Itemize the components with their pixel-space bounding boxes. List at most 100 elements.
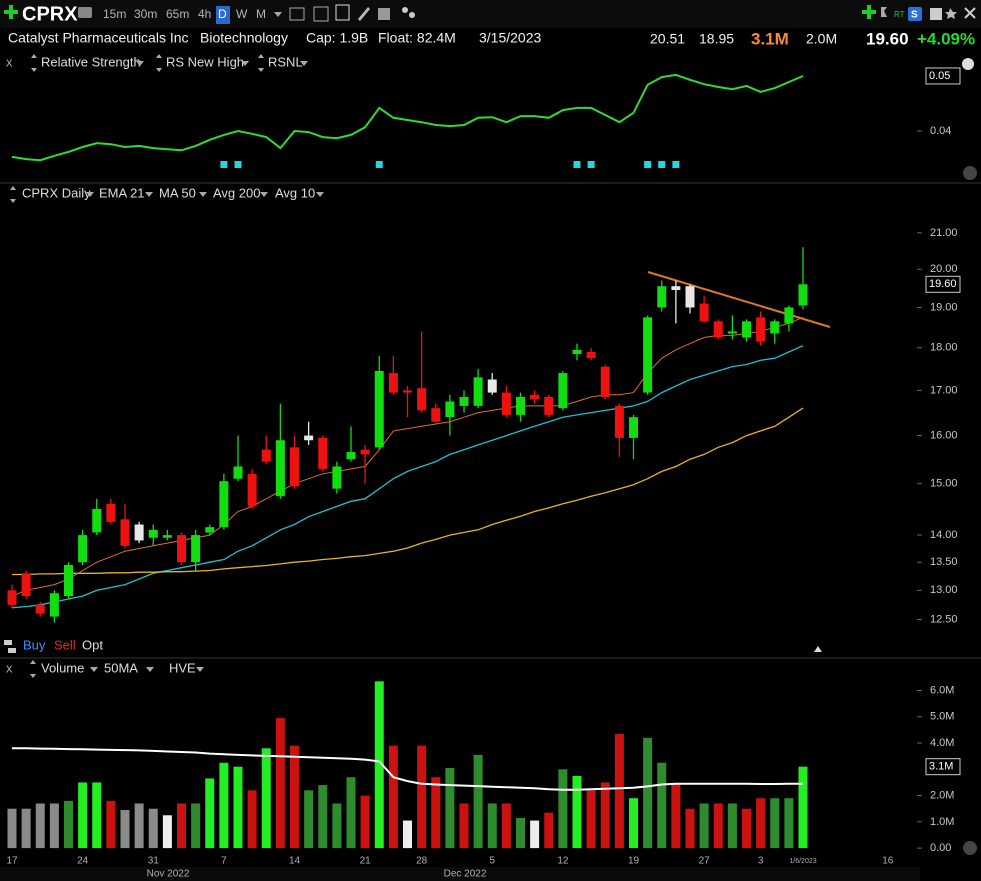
s-badge[interactable]: S [911, 10, 918, 21]
rs-new-high [644, 161, 652, 168]
legend-entry[interactable]: HVE [169, 660, 196, 675]
candle-body [205, 527, 215, 533]
interval[interactable]: 4h [198, 7, 211, 21]
day-high: 20.51 [650, 31, 685, 47]
dropdown-icon[interactable] [274, 12, 282, 17]
candle-body [21, 573, 31, 597]
options-button[interactable]: Opt [82, 637, 103, 652]
legend-entry[interactable]: RS New High [166, 54, 244, 69]
volume-bar [600, 782, 610, 849]
settings-icon[interactable] [945, 8, 957, 19]
symbol[interactable]: CPRX [22, 3, 78, 25]
share-icon[interactable] [409, 12, 415, 18]
trendline[interactable] [647, 271, 831, 328]
dropdown-icon[interactable] [196, 667, 204, 672]
rs-new-high [234, 161, 242, 168]
legend-entry[interactable]: Avg 200 [213, 185, 260, 200]
legend-entry[interactable]: Relative Strength [41, 54, 141, 69]
close-panel[interactable]: x [6, 54, 13, 69]
volume-bar [487, 803, 497, 849]
volume-bar [92, 782, 102, 849]
volume-bar [770, 798, 780, 849]
close-panel[interactable]: x [6, 660, 13, 675]
studies-icon[interactable] [335, 4, 350, 21]
rs-new-high [375, 161, 383, 168]
dropdown-icon[interactable] [86, 192, 94, 197]
dropdown-icon[interactable] [136, 61, 144, 66]
move-icon[interactable] [10, 186, 16, 203]
legend-entry[interactable]: EMA 21 [99, 185, 145, 200]
rs-new-high [658, 161, 666, 168]
candle-body [629, 417, 638, 438]
interval[interactable]: D [218, 7, 227, 21]
layout-icon[interactable] [378, 8, 390, 20]
dropdown-icon[interactable] [316, 192, 324, 197]
candle-body [417, 388, 427, 411]
volume-bar [558, 769, 568, 849]
interval[interactable]: 30m [134, 7, 157, 21]
share-icon[interactable] [402, 7, 408, 13]
chart-title[interactable]: Volume [41, 660, 84, 675]
dropdown-icon[interactable] [300, 61, 308, 66]
buy-button[interactable]: Buy [23, 637, 46, 652]
candle-body [473, 377, 483, 406]
candle-body [671, 286, 681, 291]
dropdown-icon[interactable] [90, 667, 98, 672]
interval[interactable]: M [256, 7, 266, 21]
add-symbol-icon[interactable] [4, 5, 18, 19]
interval[interactable]: 65m [166, 7, 189, 21]
candle-body [49, 593, 59, 617]
volume-bar [685, 808, 695, 849]
draw-icon[interactable] [358, 7, 370, 21]
move-icon[interactable] [30, 660, 36, 678]
scroll-button[interactable] [963, 166, 977, 180]
candle-body [798, 284, 808, 306]
move-icon[interactable] [258, 54, 264, 72]
volume-bar [388, 745, 398, 849]
rs-new-high [220, 161, 228, 168]
legend-entry[interactable]: 50MA [104, 660, 138, 675]
legend-entry[interactable]: RSNL [268, 54, 303, 69]
last-price-label-box [925, 275, 961, 293]
dropdown-icon[interactable] [199, 192, 207, 197]
chart-type-icon[interactable] [289, 7, 305, 21]
dropdown-icon[interactable] [145, 192, 153, 197]
interval[interactable]: W [236, 7, 248, 21]
chart-title[interactable]: CPRX Daily [22, 185, 91, 200]
candle-body [727, 331, 737, 334]
candle-body [7, 590, 17, 605]
sell-button[interactable]: Sell [54, 637, 76, 652]
move-icon[interactable] [156, 54, 162, 72]
legend-entry[interactable]: MA 50 [159, 185, 196, 200]
legend-entry[interactable]: Avg 10 [275, 185, 315, 200]
rt-badge[interactable]: RT [894, 10, 905, 19]
expand-icon[interactable] [814, 646, 822, 652]
candle-body [657, 286, 667, 308]
x-tick-label: 24 [77, 856, 89, 867]
interval[interactable]: 15m [103, 7, 126, 21]
camera-icon[interactable] [78, 7, 92, 18]
scroll-button[interactable] [963, 841, 977, 855]
move-icon[interactable] [31, 54, 37, 72]
flag-icon[interactable] [881, 7, 887, 17]
add-icon[interactable] [862, 5, 876, 19]
dropdown-icon[interactable] [241, 61, 249, 66]
palette-icon[interactable] [962, 58, 974, 70]
volume-bar [261, 748, 271, 849]
volume-bar [699, 803, 709, 849]
candle-body [134, 524, 144, 541]
rs-current: 0.05 [929, 70, 950, 82]
dropdown-icon[interactable] [260, 192, 268, 197]
compare-icon[interactable] [313, 6, 329, 22]
y-tick-label: 20.00 [930, 263, 958, 275]
candle-body [162, 535, 172, 538]
market-cap: Cap: 1.9B [306, 30, 368, 46]
trade-icon[interactable] [4, 640, 16, 653]
candle-body [742, 321, 751, 338]
volume-bar [629, 798, 638, 849]
candle-body [374, 370, 384, 448]
close-icon[interactable] [964, 7, 976, 19]
dropdown-icon[interactable] [146, 667, 154, 672]
y-tick-label: 5.0M [930, 711, 954, 723]
save-icon[interactable] [930, 8, 942, 20]
